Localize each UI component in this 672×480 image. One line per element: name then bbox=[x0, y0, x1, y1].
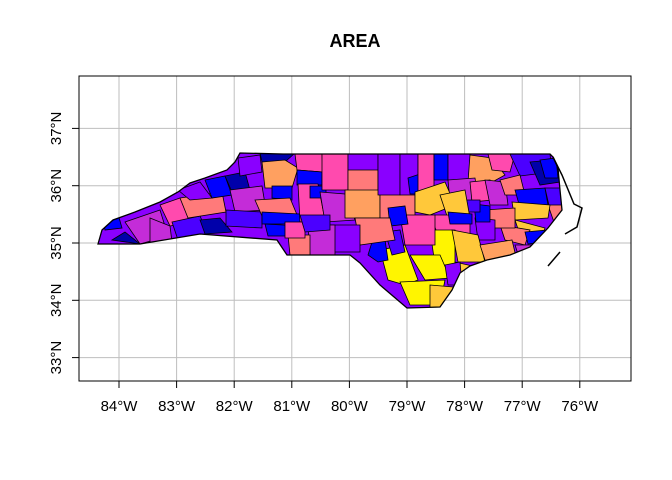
county bbox=[237, 154, 263, 177]
y-axis: 33°N 34°N 35°N 36°N 37°N bbox=[48, 112, 79, 375]
county bbox=[377, 153, 401, 196]
county bbox=[467, 154, 506, 187]
x-axis: 84°W 83°W 82°W 81°W 80°W 79°W 78°W 77°W 76°W bbox=[101, 381, 599, 415]
plot-frame bbox=[78, 75, 632, 382]
county bbox=[299, 214, 331, 233]
y-tick-label: 37°N bbox=[48, 112, 65, 146]
x-tick-label: 82°W bbox=[216, 398, 254, 415]
x-tick-label: 77°W bbox=[504, 398, 542, 415]
x-tick-label: 76°W bbox=[561, 398, 599, 415]
county bbox=[580, 192, 596, 210]
county bbox=[296, 169, 323, 186]
county bbox=[271, 185, 293, 201]
county bbox=[199, 217, 233, 235]
county bbox=[447, 211, 473, 225]
barrier-island bbox=[547, 251, 561, 267]
county bbox=[539, 157, 559, 179]
state-outline bbox=[97, 152, 563, 309]
plot-title: AREA bbox=[329, 31, 380, 51]
x-tick-label: 84°W bbox=[101, 398, 139, 415]
county bbox=[347, 169, 379, 193]
x-tick-label: 79°W bbox=[389, 398, 427, 415]
x-tick-label: 83°W bbox=[158, 398, 196, 415]
y-tick-label: 34°N bbox=[48, 284, 65, 318]
outer-banks bbox=[552, 156, 583, 235]
y-tick-label: 35°N bbox=[48, 226, 65, 260]
y-tick-label: 33°N bbox=[48, 341, 65, 375]
county bbox=[261, 159, 299, 189]
county bbox=[354, 217, 396, 246]
county bbox=[344, 189, 381, 219]
county bbox=[110, 231, 142, 245]
x-tick-label: 78°W bbox=[446, 398, 484, 415]
county bbox=[447, 153, 471, 181]
county bbox=[433, 153, 449, 181]
x-tick-label: 80°W bbox=[331, 398, 369, 415]
county bbox=[294, 153, 324, 173]
county bbox=[321, 153, 349, 191]
county bbox=[225, 209, 263, 229]
county bbox=[511, 201, 551, 221]
x-tick-label: 81°W bbox=[273, 398, 311, 415]
county bbox=[399, 214, 436, 246]
y-tick-label: 36°N bbox=[48, 169, 65, 203]
county bbox=[284, 221, 306, 239]
